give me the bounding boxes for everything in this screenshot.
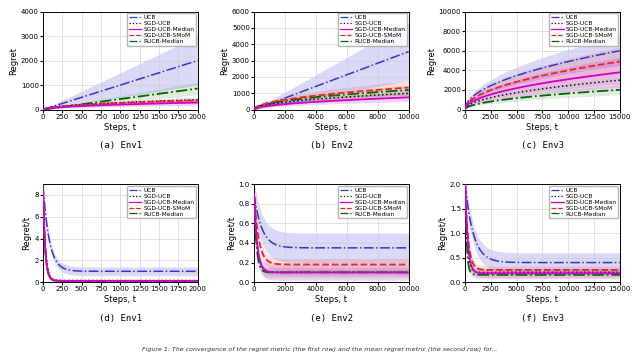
Legend: UCB, SGD-UCB, SGD-UCB-Median, SGD-UCB-SMoM, RUCB-Median: UCB, SGD-UCB, SGD-UCB-Median, SGD-UCB-SM… — [338, 13, 407, 46]
X-axis label: Steps, t: Steps, t — [316, 122, 348, 132]
Legend: UCB, SGD-UCB, SGD-UCB-Median, SGD-UCB-SMoM, RUCB-Median: UCB, SGD-UCB, SGD-UCB-Median, SGD-UCB-SM… — [127, 186, 196, 218]
Y-axis label: Regret/t: Regret/t — [22, 216, 31, 250]
X-axis label: Steps, t: Steps, t — [527, 122, 559, 132]
Text: (d) Env1: (d) Env1 — [99, 314, 142, 322]
Y-axis label: Regret: Regret — [427, 47, 436, 75]
X-axis label: Steps, t: Steps, t — [316, 295, 348, 304]
X-axis label: Steps, t: Steps, t — [527, 295, 559, 304]
Legend: UCB, SGD-UCB, SGD-UCB-Median, SGD-UCB-SMoM, RUCB-Median: UCB, SGD-UCB, SGD-UCB-Median, SGD-UCB-SM… — [549, 13, 618, 46]
Legend: UCB, SGD-UCB, SGD-UCB-Median, SGD-UCB-SMoM, RUCB-Median: UCB, SGD-UCB, SGD-UCB-Median, SGD-UCB-SM… — [338, 186, 407, 218]
Text: (b) Env2: (b) Env2 — [310, 141, 353, 150]
Legend: UCB, SGD-UCB, SGD-UCB-Median, SGD-UCB-SMoM, RUCB-Median: UCB, SGD-UCB, SGD-UCB-Median, SGD-UCB-SM… — [127, 13, 196, 46]
Y-axis label: Regret/t: Regret/t — [438, 216, 447, 250]
Y-axis label: Regret/t: Regret/t — [227, 216, 236, 250]
Text: (c) Env3: (c) Env3 — [521, 141, 564, 150]
X-axis label: Steps, t: Steps, t — [104, 122, 136, 132]
Text: (e) Env2: (e) Env2 — [310, 314, 353, 322]
Y-axis label: Regret: Regret — [220, 47, 229, 75]
Text: (f) Env3: (f) Env3 — [521, 314, 564, 322]
Legend: UCB, SGD-UCB, SGD-UCB-Median, SGD-UCB-SMoM, RUCB-Median: UCB, SGD-UCB, SGD-UCB-Median, SGD-UCB-SM… — [549, 186, 618, 218]
Text: Figure 1: The convergence of the regret metric (the first row) and the mean regr: Figure 1: The convergence of the regret … — [142, 347, 498, 352]
Y-axis label: Regret: Regret — [9, 47, 18, 75]
Text: (a) Env1: (a) Env1 — [99, 141, 142, 150]
X-axis label: Steps, t: Steps, t — [104, 295, 136, 304]
